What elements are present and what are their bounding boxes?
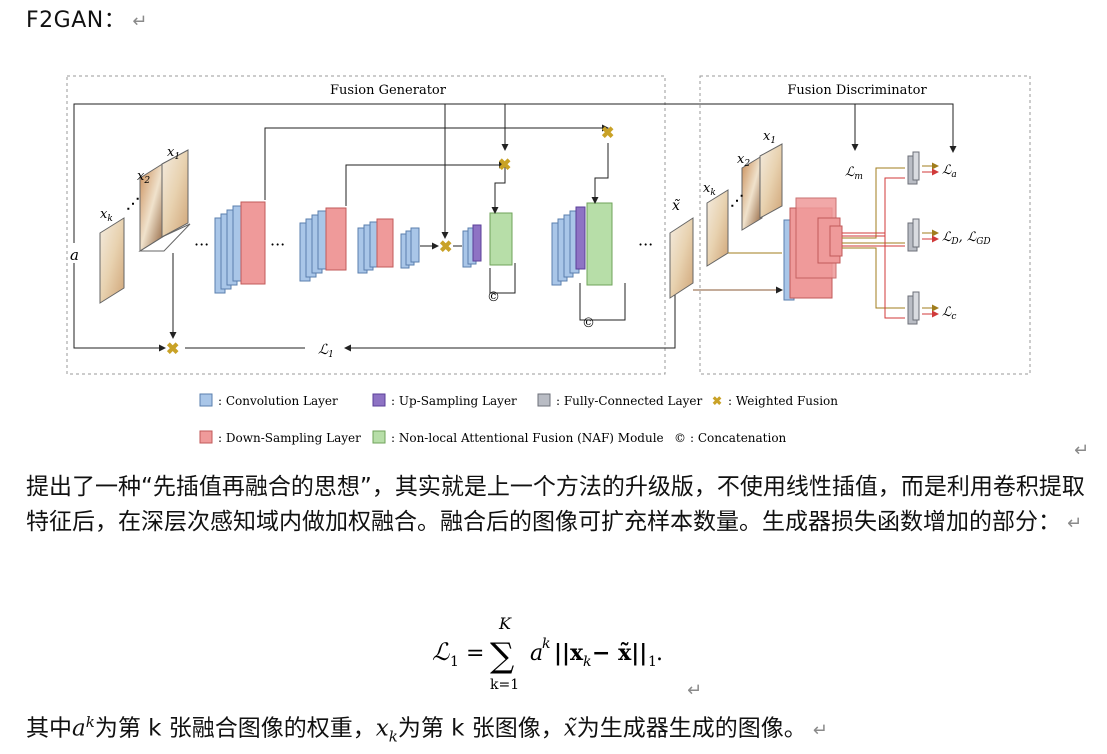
svg-text:k: k bbox=[542, 636, 550, 652]
legend-naf: : Non-local Attentional Fusion (NAF) Mod… bbox=[372, 430, 664, 445]
a-bottom-line bbox=[73, 263, 166, 352]
loss-lm-label: ℒm bbox=[845, 165, 863, 182]
svg-text:ℒ: ℒ bbox=[432, 638, 450, 666]
svg-text:∑: ∑ bbox=[490, 636, 514, 676]
svg-text:©: © bbox=[674, 431, 686, 445]
svg-text:=: = bbox=[466, 641, 484, 666]
concat-icon-2: © bbox=[582, 316, 595, 331]
var-xt: x̃ bbox=[563, 715, 577, 742]
svg-text:1: 1 bbox=[450, 654, 459, 670]
conv-stack-4 bbox=[400, 227, 420, 269]
page-heading: F2GAN： ↵ bbox=[26, 2, 148, 34]
return-mark-icon: ↵ bbox=[687, 680, 703, 701]
f2gan-architecture-figure: Fusion Generator Fusion Discriminator a … bbox=[66, 75, 1031, 445]
generator-title: Fusion Generator bbox=[330, 83, 447, 98]
svg-text:: Fully-Connected Layer: : Fully-Connected Layer bbox=[556, 394, 703, 408]
svg-text:− x̃||: − x̃|| bbox=[592, 640, 647, 666]
var-x-sub: k bbox=[388, 727, 398, 746]
svg-text:✖: ✖ bbox=[712, 394, 722, 408]
a-to-la-line bbox=[665, 103, 957, 153]
legend-concat: © : Concatenation bbox=[674, 431, 787, 445]
concat-icon-1: © bbox=[487, 290, 500, 305]
svg-text:k=1: k=1 bbox=[490, 677, 519, 692]
return-mark-icon: ↵ bbox=[1067, 513, 1083, 534]
svg-text:: Down-Sampling Layer: : Down-Sampling Layer bbox=[218, 431, 361, 445]
svg-text:x2: x2 bbox=[737, 152, 750, 169]
conv-stack-1 bbox=[214, 201, 266, 294]
last-line-mid2: 为第 k 张图像， bbox=[397, 715, 564, 742]
last-line-prefix: 其中 bbox=[26, 715, 72, 742]
loss-l1-label: ℒ1 bbox=[318, 342, 334, 360]
svg-text:: Convolution Layer: : Convolution Layer bbox=[218, 394, 338, 408]
svg-text:x1: x1 bbox=[763, 129, 776, 146]
paragraph-text: 提出了一种“先插值再融合的思想”，其实就是上一个方法的升级版，不使用线性插值，而… bbox=[26, 474, 1085, 535]
conv-stack-3 bbox=[357, 218, 394, 274]
weighted-fusion-icon: ✖ bbox=[439, 237, 452, 256]
legend: : Convolution Layer : Up-Sampling Layer … bbox=[199, 393, 838, 445]
discriminator-stack bbox=[783, 197, 843, 301]
weighted-fusion-icon: ✖ bbox=[498, 155, 511, 174]
svg-text:||x: ||x bbox=[554, 640, 584, 666]
svg-text:x1: x1 bbox=[167, 145, 180, 162]
var-x: x bbox=[375, 715, 389, 742]
last-line-mid1: 为第 k 张融合图像的权重， bbox=[94, 715, 376, 742]
svg-text:1: 1 bbox=[648, 654, 657, 670]
var-a-sup: k bbox=[85, 713, 95, 731]
legend-weighted-fusion: ✖ : Weighted Fusion bbox=[712, 394, 838, 408]
return-mark-icon: ↵ bbox=[132, 11, 148, 32]
generator-box bbox=[66, 75, 666, 375]
loss-ld-label: ℒD, ℒGD bbox=[942, 230, 991, 247]
svg-text:···: ··· bbox=[270, 235, 285, 254]
legend-conv: : Convolution Layer bbox=[199, 393, 338, 408]
input-images: xk x2 x1 ⋰ bbox=[99, 145, 191, 304]
var-a: a bbox=[72, 715, 86, 742]
svg-text:⋰: ⋰ bbox=[730, 193, 744, 209]
svg-text:: Concatenation: : Concatenation bbox=[690, 431, 787, 445]
heading-title: F2GAN： bbox=[26, 8, 127, 33]
svg-text:: Weighted Fusion: : Weighted Fusion bbox=[728, 394, 838, 408]
legend-fc: : Fully-Connected Layer bbox=[537, 393, 703, 408]
svg-text:xk: xk bbox=[100, 207, 113, 224]
loss-la-label: ℒa bbox=[942, 163, 957, 180]
generated-image bbox=[669, 217, 694, 299]
output-xt-label: x̃ bbox=[672, 198, 680, 214]
svg-text:x2: x2 bbox=[137, 169, 150, 186]
svg-text:: Up-Sampling Layer: : Up-Sampling Layer bbox=[391, 394, 517, 408]
svg-text:K: K bbox=[498, 614, 512, 633]
svg-text:: Non-local Attentional Fusion: : Non-local Attentional Fusion (NAF) Mod… bbox=[391, 431, 664, 445]
svg-text:.: . bbox=[656, 641, 663, 666]
input-a-label: a bbox=[70, 246, 79, 264]
svg-text:⋰: ⋰ bbox=[126, 196, 140, 212]
svg-text:···: ··· bbox=[194, 235, 209, 254]
weighted-fusion-icon: ✖ bbox=[166, 339, 179, 358]
svg-text:···: ··· bbox=[638, 235, 653, 254]
discriminator-box bbox=[699, 75, 1031, 375]
body-paragraph: 提出了一种“先插值再融合的思想”，其实就是上一个方法的升级版，不使用线性插值，而… bbox=[26, 470, 1086, 541]
svg-text:xk: xk bbox=[703, 181, 716, 198]
last-line-end: 为生成器生成的图像。 bbox=[576, 715, 807, 742]
weighted-fusion-icon: ✖ bbox=[601, 123, 614, 142]
svg-text:a: a bbox=[530, 641, 543, 666]
discriminator-title: Fusion Discriminator bbox=[787, 83, 927, 98]
legend-upsample: : Up-Sampling Layer bbox=[372, 393, 517, 408]
conv-stack-2 bbox=[299, 207, 347, 282]
return-mark-icon: ↵ bbox=[812, 719, 828, 741]
upsample-stack-1 bbox=[462, 212, 513, 268]
svg-text:k: k bbox=[583, 654, 591, 670]
loss-lc-label: ℒc bbox=[942, 305, 956, 322]
a-top-line bbox=[73, 103, 859, 243]
return-mark-icon: ↵ bbox=[1074, 440, 1090, 461]
variable-explanation: 其中ak为第 k 张融合图像的权重，xk为第 k 张图像，x̃为生成器生成的图像… bbox=[26, 705, 828, 754]
legend-downsample: : Down-Sampling Layer bbox=[199, 430, 361, 445]
loss-formula: ℒ 1 = K ∑ k=1 a k ||x k − x̃|| 1 . bbox=[432, 614, 663, 692]
upsample-stack-2 bbox=[551, 202, 613, 286]
